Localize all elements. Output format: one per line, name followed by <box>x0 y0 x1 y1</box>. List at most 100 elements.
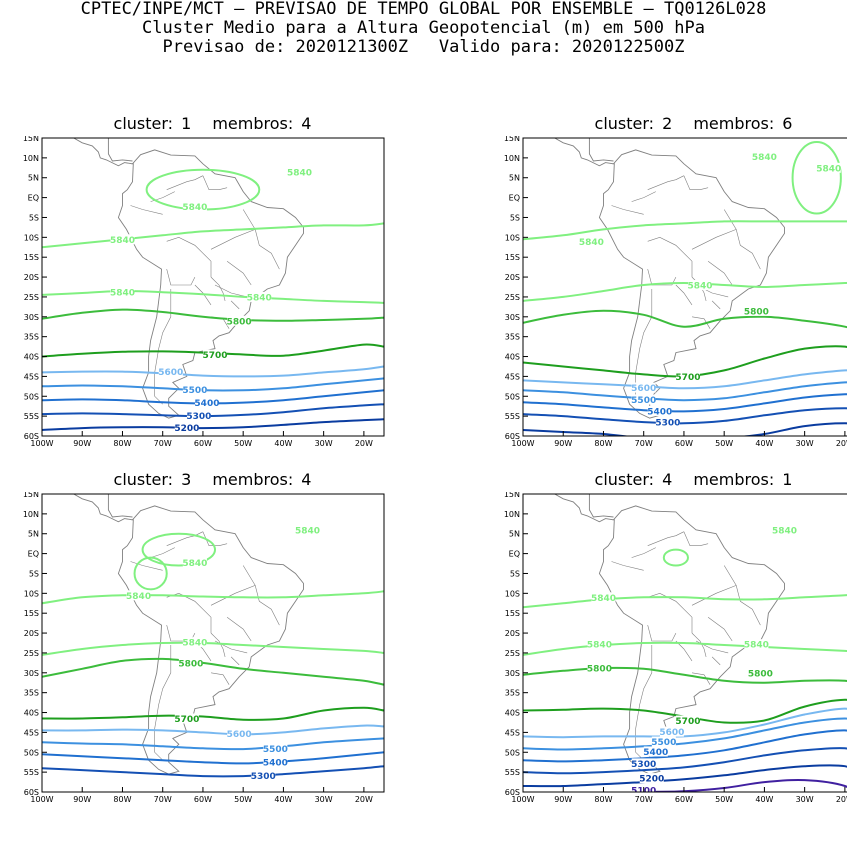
central-america-coastline <box>553 138 614 167</box>
contour-label-bg <box>643 746 668 757</box>
lat-label: 10S <box>24 233 39 242</box>
isoline-5840 <box>523 220 847 241</box>
country-border <box>723 209 761 270</box>
lat-label: 10N <box>504 510 520 519</box>
isoline-5840 <box>42 289 384 304</box>
isoline-5200 <box>42 418 384 431</box>
lat-label: 5S <box>510 213 520 222</box>
contour-label-bg <box>263 757 288 768</box>
country-border <box>194 284 212 306</box>
contour-label: 5200 <box>174 424 199 434</box>
isoline-5800 <box>42 657 384 686</box>
lon-label: 90W <box>73 439 91 448</box>
central-america-coastline <box>72 494 133 523</box>
lat-label: 45S <box>24 372 39 381</box>
contour-label-bg <box>174 422 199 433</box>
contour-label-bg <box>158 366 183 377</box>
map-plot-area: 5840 5840 5840 5840 5840 5800 5700 5600 5500 5400… <box>42 138 384 434</box>
lat-label: 5N <box>28 530 39 539</box>
contour-label: 5200 <box>639 775 664 785</box>
lon-label: 100W <box>511 795 534 804</box>
panel-title: cluster: 1 membros: 4 <box>113 114 312 133</box>
country-border <box>166 531 204 546</box>
isoline-5300 <box>42 403 384 418</box>
contour-label-bg <box>227 728 252 739</box>
lat-label: 10S <box>505 233 520 242</box>
country-border <box>683 175 709 190</box>
header-line-3: Previsao de: 2020121300Z Valido para: 20… <box>0 38 847 57</box>
contour-label: 5600 <box>158 368 183 378</box>
contour-label-bg <box>194 397 219 408</box>
contour-label: 5500 <box>182 386 207 396</box>
contour-label: 5840 <box>591 594 616 604</box>
contour-label: 5700 <box>675 717 700 727</box>
isoline-5700 <box>523 698 847 724</box>
country-border <box>691 316 711 329</box>
lat-label: 55S <box>24 412 39 421</box>
contour-label-bg <box>587 663 612 674</box>
contour-label: 5500 <box>263 745 288 755</box>
map-panel-1: cluster: 1 membros: 4 5840 5840 5840 5840 5840… <box>12 114 432 491</box>
country-border <box>226 616 252 642</box>
country-border <box>707 260 733 286</box>
country-border <box>631 547 656 558</box>
contour-label: 5400 <box>643 748 668 758</box>
country-border <box>691 672 711 685</box>
contour-label: 5840 <box>772 526 797 536</box>
contour-label-bg <box>744 639 769 650</box>
country-border <box>130 205 163 215</box>
contour-label-bg <box>675 371 700 382</box>
isoline-5840-closed <box>133 556 168 591</box>
isoline-5300 <box>523 747 847 775</box>
lat-label: 10N <box>23 510 39 519</box>
lat-label: EQ <box>28 194 39 203</box>
contour-label: 5840 <box>752 153 777 163</box>
valid-date: Valido para: 2020122500Z <box>438 37 685 57</box>
contour-label-bg <box>748 667 773 678</box>
lat-label: 20S <box>24 273 39 282</box>
contour-label: 5300 <box>631 760 656 770</box>
contour-label-bg <box>659 726 684 737</box>
contour-label-bg <box>744 305 769 316</box>
lat-label: 60S <box>505 432 520 441</box>
country-border <box>647 175 685 190</box>
contour-label: 5400 <box>647 407 672 417</box>
lat-label: 30S <box>24 669 39 678</box>
country-border <box>166 592 212 634</box>
lon-label: 20W <box>355 795 373 804</box>
contour-label-bg <box>182 201 207 212</box>
lon-label: 90W <box>554 439 572 448</box>
contour-label: 5400 <box>194 399 219 409</box>
lat-label: 50S <box>24 392 39 401</box>
country-border <box>707 616 733 642</box>
contour-label-bg <box>752 151 777 162</box>
map-frame <box>41 137 385 437</box>
country-border <box>242 565 280 626</box>
contour-label-bg <box>227 315 252 326</box>
country-border <box>210 672 230 685</box>
lat-label: 45S <box>505 372 520 381</box>
isoline-5400 <box>42 751 384 765</box>
lon-label: 20W <box>836 795 847 804</box>
lat-label: 25S <box>505 649 520 658</box>
contour-label: 5840 <box>688 282 713 292</box>
contour-label: 5500 <box>631 396 656 406</box>
country-border <box>166 625 196 642</box>
lat-label: 20S <box>505 273 520 282</box>
country-border <box>210 632 226 657</box>
lon-label: 30W <box>315 439 333 448</box>
lat-label: 15S <box>24 609 39 618</box>
contour-label: 5300 <box>186 412 211 422</box>
contour-label-bg <box>110 286 135 297</box>
south-america-coastline <box>117 149 304 419</box>
country-border <box>214 284 248 298</box>
isoline-5840 <box>523 594 847 609</box>
country-border <box>635 645 653 761</box>
central-america-coastline <box>553 494 614 523</box>
contour-label: 5840 <box>295 526 320 536</box>
south-america-coastline <box>117 505 304 775</box>
panel-title: cluster: 4 membros: 1 <box>594 470 793 489</box>
lat-label: 30S <box>505 669 520 678</box>
lon-label: 50W <box>234 439 252 448</box>
